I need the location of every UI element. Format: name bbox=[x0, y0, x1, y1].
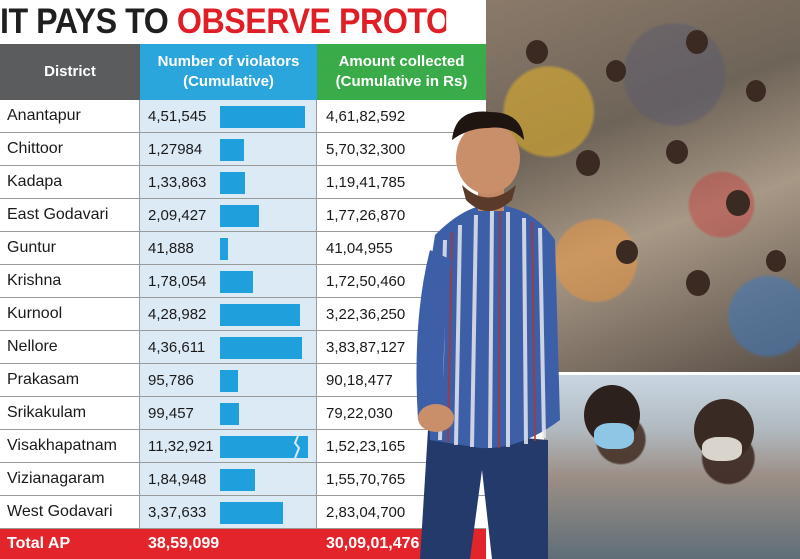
table-row: West Godavari 3,37,633 2,83,04,700 bbox=[0, 496, 486, 529]
violators-cell: 4,36,611 bbox=[140, 331, 317, 364]
violators-table: District Number of violators (Cumulative)… bbox=[0, 44, 486, 559]
violators-value: 1,27984 bbox=[148, 140, 203, 158]
violators-value: 99,457 bbox=[148, 404, 194, 422]
violators-cell: 2,09,427 bbox=[140, 199, 317, 232]
district-name: Kurnool bbox=[0, 298, 140, 331]
table-row: Kurnool 4,28,982 3,22,36,250 bbox=[0, 298, 486, 331]
violators-bar bbox=[220, 337, 302, 359]
violators-bar bbox=[220, 106, 305, 128]
header-district: District bbox=[0, 44, 140, 100]
district-name: Nellore bbox=[0, 331, 140, 364]
violators-bar bbox=[220, 271, 254, 293]
violators-cell: 1,84,948 bbox=[140, 463, 317, 496]
violators-bar bbox=[220, 139, 244, 161]
total-row: Total AP 38,59,099 30,09,01,476 bbox=[0, 529, 486, 559]
violators-value: 4,51,545 bbox=[148, 107, 207, 125]
violators-value: 4,28,982 bbox=[148, 305, 207, 323]
district-name: Chittoor bbox=[0, 133, 140, 166]
violators-cell: 4,28,982 bbox=[140, 298, 317, 331]
violators-value: 1,84,948 bbox=[148, 470, 207, 488]
violators-cell: 1,78,054 bbox=[140, 265, 317, 298]
table-row: Chittoor 1,27984 5,70,32,300 bbox=[0, 133, 486, 166]
headline-part-1: IT PAYS TO bbox=[0, 2, 177, 41]
violators-bar bbox=[220, 370, 238, 392]
violators-value: 3,37,633 bbox=[148, 503, 207, 521]
violators-cell: 41,888 bbox=[140, 232, 317, 265]
violators-bar bbox=[220, 403, 239, 425]
violators-cell: 1,27984 bbox=[140, 133, 317, 166]
header-violators-line2: (Cumulative) bbox=[183, 73, 274, 90]
violators-cell: 1,33,863 bbox=[140, 166, 317, 199]
violators-bar bbox=[220, 304, 301, 326]
district-name: Kadapa bbox=[0, 166, 140, 199]
bar-break-mark bbox=[293, 436, 301, 458]
table-header-row: District Number of violators (Cumulative)… bbox=[0, 44, 486, 100]
amount-value: 1,52,23,165 bbox=[317, 430, 486, 463]
total-label: Total AP bbox=[0, 529, 140, 559]
violators-value: 4,36,611 bbox=[148, 338, 206, 356]
header-violators-line1: Number of violators bbox=[157, 53, 300, 70]
headline: IT PAYS TO OBSERVE PROTOCOL bbox=[0, 0, 446, 44]
violators-value: 11,32,921 bbox=[148, 437, 214, 455]
table-row: Krishna 1,78,054 1,72,50,460 bbox=[0, 265, 486, 298]
district-name: Visakhapatnam bbox=[0, 430, 140, 463]
table-row: Visakhapatnam 11,32,921 1,52,23,165 bbox=[0, 430, 486, 463]
table-row: Vizianagaram 1,84,948 1,55,70,765 bbox=[0, 463, 486, 496]
violators-bar bbox=[220, 502, 284, 524]
violators-value: 2,09,427 bbox=[148, 206, 207, 224]
table-row: East Godavari 2,09,427 1,77,26,870 bbox=[0, 199, 486, 232]
violators-cell: 4,51,545 bbox=[140, 100, 317, 133]
violators-bar bbox=[220, 436, 308, 458]
table-row: Srikakulam 99,457 79,22,030 bbox=[0, 397, 486, 430]
amount-value: 1,77,26,870 bbox=[317, 199, 486, 232]
district-name: Krishna bbox=[0, 265, 140, 298]
table-row: Guntur 41,888 41,04,955 bbox=[0, 232, 486, 265]
amount-value: 41,04,955 bbox=[317, 232, 486, 265]
total-amount: 30,09,01,476 bbox=[317, 529, 486, 559]
amount-value: 90,18,477 bbox=[317, 364, 486, 397]
district-name: Guntur bbox=[0, 232, 140, 265]
headline-part-2: OBSERVE PROTOCOL bbox=[176, 2, 446, 41]
total-violators: 38,59,099 bbox=[140, 529, 317, 559]
district-name: Anantapur bbox=[0, 100, 140, 133]
amount-value: 79,22,030 bbox=[317, 397, 486, 430]
amount-value: 1,19,41,785 bbox=[317, 166, 486, 199]
amount-value: 3,83,87,127 bbox=[317, 331, 486, 364]
amount-value: 4,61,82,592 bbox=[317, 100, 486, 133]
masked-people-photo bbox=[541, 372, 800, 559]
table-row: Nellore 4,36,611 3,83,87,127 bbox=[0, 331, 486, 364]
amount-value: 1,55,70,765 bbox=[317, 463, 486, 496]
amount-value: 3,22,36,250 bbox=[317, 298, 486, 331]
header-amount-line2: (Cumulative in Rs) bbox=[335, 73, 468, 90]
violators-cell: 95,786 bbox=[140, 364, 317, 397]
violators-bar bbox=[220, 205, 260, 227]
amount-value: 1,72,50,460 bbox=[317, 265, 486, 298]
violators-cell: 3,37,633 bbox=[140, 496, 317, 529]
header-amount-line1: Amount collected bbox=[338, 53, 465, 70]
amount-value: 5,70,32,300 bbox=[317, 133, 486, 166]
district-name: West Godavari bbox=[0, 496, 140, 529]
district-name: Srikakulam bbox=[0, 397, 140, 430]
violators-bar bbox=[220, 238, 228, 260]
table-row: Anantapur 4,51,545 4,61,82,592 bbox=[0, 100, 486, 133]
amount-value: 2,83,04,700 bbox=[317, 496, 486, 529]
violators-value: 1,33,863 bbox=[148, 173, 207, 191]
table-row: Prakasam 95,786 90,18,477 bbox=[0, 364, 486, 397]
violators-bar bbox=[220, 469, 255, 491]
table-row: Kadapa 1,33,863 1,19,41,785 bbox=[0, 166, 486, 199]
header-amount: Amount collected (Cumulative in Rs) bbox=[317, 44, 486, 100]
violators-value: 41,888 bbox=[148, 239, 194, 257]
district-name: East Godavari bbox=[0, 199, 140, 232]
violators-cell: 99,457 bbox=[140, 397, 317, 430]
district-name: Prakasam bbox=[0, 364, 140, 397]
header-violators: Number of violators (Cumulative) bbox=[140, 44, 317, 100]
violators-value: 1,78,054 bbox=[148, 272, 207, 290]
district-name: Vizianagaram bbox=[0, 463, 140, 496]
violators-value: 95,786 bbox=[148, 371, 194, 389]
violators-cell: 11,32,921 bbox=[140, 430, 317, 463]
crowd-photo bbox=[486, 0, 800, 372]
violators-bar bbox=[220, 172, 246, 194]
